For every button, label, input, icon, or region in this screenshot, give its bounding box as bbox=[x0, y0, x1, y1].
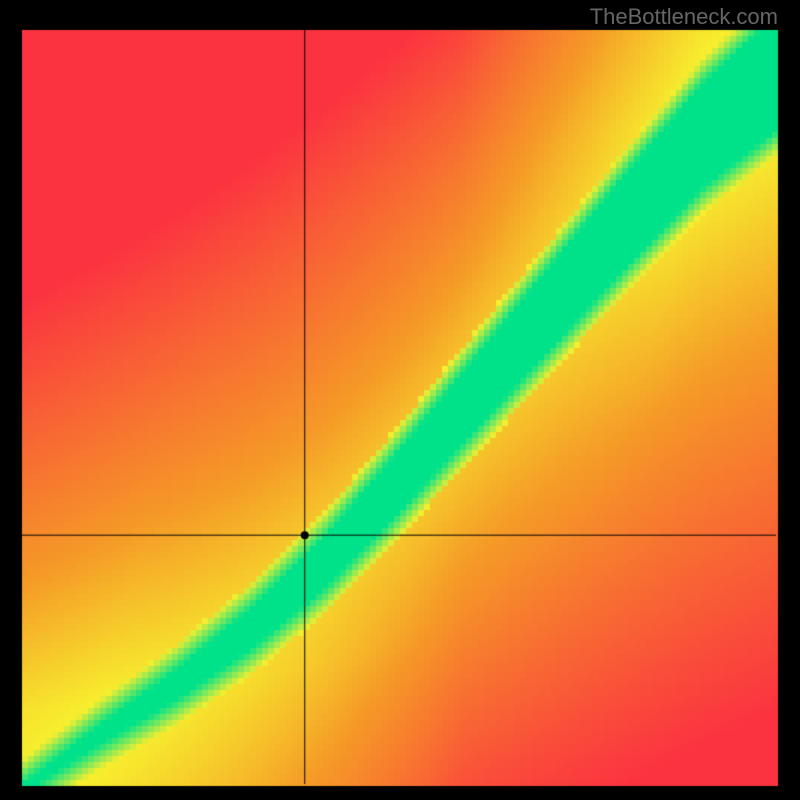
bottleneck-heatmap-chart bbox=[0, 0, 800, 800]
heatmap-canvas bbox=[0, 0, 800, 800]
watermark-text: TheBottleneck.com bbox=[590, 4, 778, 30]
